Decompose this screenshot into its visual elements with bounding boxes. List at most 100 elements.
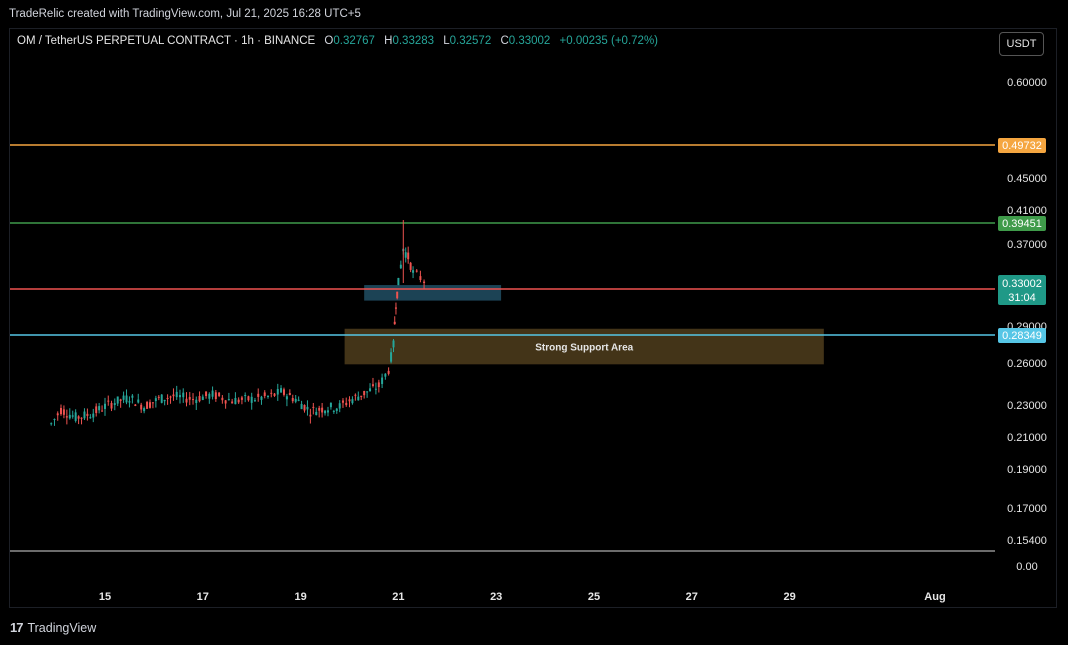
candle-body (240, 397, 243, 400)
candle-body (71, 415, 74, 417)
high-value: 0.33283 (392, 35, 435, 47)
y-tick-label: 0.15400 (1007, 535, 1047, 547)
candle-body (332, 410, 335, 412)
candle-body (218, 392, 221, 396)
candle-body (195, 399, 198, 404)
candle-body (247, 396, 250, 401)
candle-body (98, 406, 101, 411)
candle-body (306, 406, 309, 410)
y-tick-label: 0.17000 (1007, 503, 1047, 515)
candle-body (50, 423, 53, 425)
candle-body (192, 399, 195, 401)
symbol-legend: OM / TetherUS PERPETUAL CONTRACT · 1h · … (17, 35, 658, 47)
candle-body (357, 396, 360, 401)
candle-body (404, 252, 407, 258)
candle-body (224, 400, 227, 404)
last-price-label: 0.33002 (1002, 278, 1042, 290)
candle-body (282, 389, 285, 395)
level-tag-1-bg (998, 216, 1046, 231)
level-tag-3-bg (998, 328, 1046, 343)
candle-body (309, 414, 312, 417)
candle-body (65, 416, 68, 418)
candle-body (201, 396, 204, 401)
x-tick-label: 15 (99, 591, 111, 603)
y-tick-label: 0.21000 (1007, 432, 1047, 444)
candle-body (396, 291, 399, 299)
candle-body (151, 402, 154, 404)
candle-body (294, 398, 297, 402)
chart-panel[interactable] (9, 28, 1057, 608)
candle-body (188, 397, 191, 400)
candle-body (363, 390, 366, 396)
candle-body (409, 262, 412, 270)
candle-body (185, 398, 188, 403)
low-label: L (443, 35, 450, 47)
candle-body (407, 252, 410, 260)
candle-body (351, 399, 354, 404)
last-price-tag-bg (998, 275, 1046, 305)
candle-body (74, 412, 77, 421)
low-value: 0.32572 (449, 35, 492, 47)
candle-body (341, 400, 344, 403)
candle-body (253, 400, 256, 402)
credit-text: TradeRelic created with TradingView.com,… (9, 8, 361, 20)
x-tick-label: 29 (783, 591, 795, 603)
candle-body (276, 388, 279, 395)
candle-body (399, 264, 402, 269)
candle-body (95, 406, 98, 414)
x-tick-label: 21 (392, 591, 404, 603)
candle-body (208, 393, 211, 399)
candle-body (125, 395, 128, 403)
candle-body (324, 410, 327, 414)
candle-body (131, 395, 134, 398)
candle-body (345, 402, 348, 406)
y-tick-label: 0.60000 (1007, 77, 1047, 89)
level-tag-0-bg (998, 138, 1046, 153)
brand-name: TradingView (27, 620, 97, 635)
candle-body (381, 377, 384, 384)
candle-body (273, 393, 276, 396)
candle-body (321, 407, 324, 413)
candle-body (110, 402, 113, 409)
candle-body (300, 403, 303, 410)
y-tick-label: 0.19000 (1007, 464, 1047, 476)
candle-body (148, 402, 151, 408)
candle-body (303, 404, 306, 411)
currency-button[interactable]: USDT (999, 32, 1044, 56)
candle-body (348, 399, 351, 402)
candle-body (166, 397, 169, 399)
y-tick-label: 0.41000 (1007, 205, 1047, 217)
candle-body (89, 417, 92, 419)
high-label: H (384, 35, 393, 47)
candle-body (182, 392, 185, 398)
symbol-title: OM / TetherUS PERPETUAL CONTRACT · 1h · … (17, 35, 316, 47)
candle-body (412, 270, 415, 273)
tradingview-logo-icon: 17 (10, 620, 24, 635)
candle-body (234, 397, 237, 405)
x-tick-label: 19 (294, 591, 306, 603)
support-zone-label: Strong Support Area (535, 343, 633, 354)
x-tick-label: 23 (490, 591, 502, 603)
candle-body (59, 407, 62, 415)
candle-body (392, 340, 395, 348)
close-label: C (500, 35, 509, 47)
candle-body (415, 270, 418, 272)
candle-body (163, 399, 166, 402)
candle-body (244, 395, 247, 397)
candle-body (143, 408, 146, 412)
candle-body (263, 392, 266, 397)
close-value: 0.33002 (508, 35, 551, 47)
candle-body (374, 388, 377, 390)
candle-body (227, 399, 230, 401)
candle-body (214, 392, 217, 400)
candle-body (140, 404, 143, 410)
candle-body (169, 396, 172, 398)
top-bar: TradeRelic created with TradingView.com,… (0, 0, 1068, 28)
candle-body (285, 396, 288, 400)
candle-body (113, 403, 116, 405)
candle-body (128, 401, 131, 403)
level-tag-3: 0.28349 (1002, 330, 1042, 342)
candle-body (397, 277, 400, 286)
countdown-label: 31:04 (1008, 292, 1036, 304)
